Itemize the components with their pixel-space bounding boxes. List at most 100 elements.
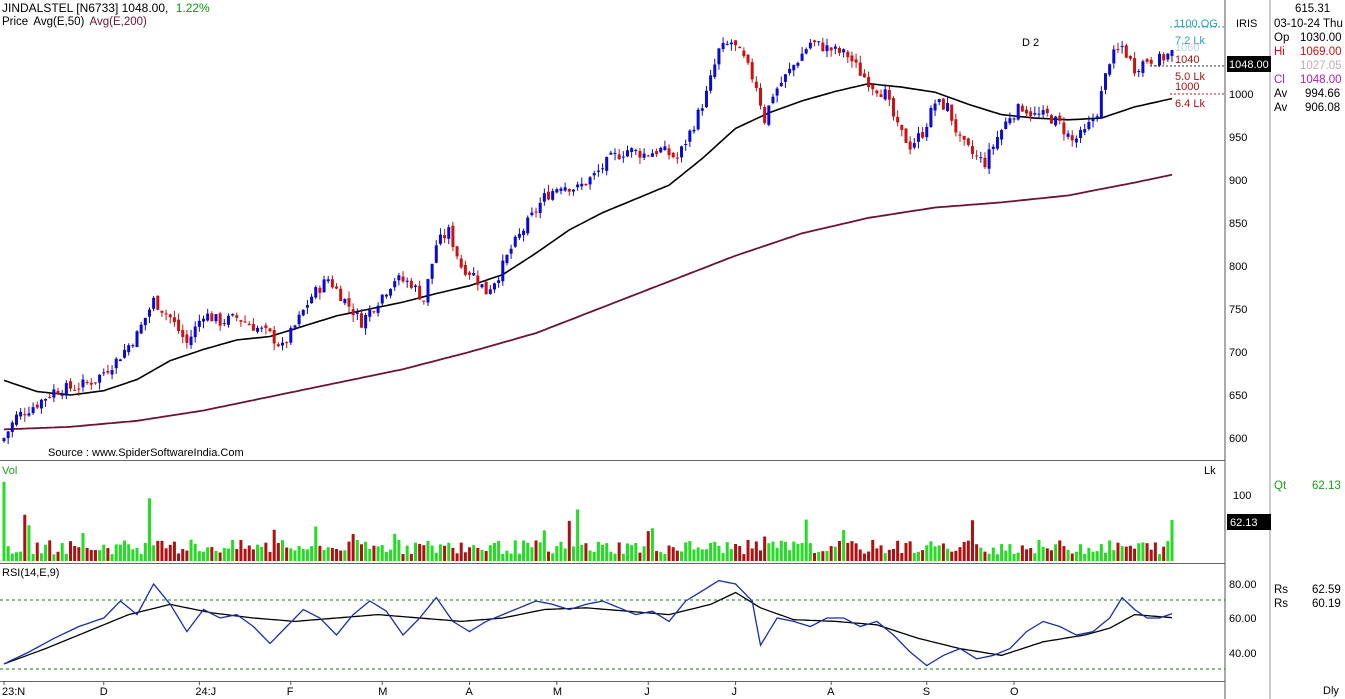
candle-body bbox=[709, 75, 713, 91]
volume-bar bbox=[297, 545, 301, 561]
avg2-label: Av bbox=[1274, 102, 1288, 114]
avg2-value: 906.08 bbox=[1305, 102, 1341, 114]
candle-body bbox=[389, 288, 393, 296]
candle-body bbox=[1004, 121, 1008, 129]
candle-body bbox=[1133, 58, 1137, 74]
volume-bar bbox=[700, 549, 704, 561]
candle-body bbox=[135, 331, 139, 348]
volume-bar bbox=[925, 545, 929, 561]
candle-body bbox=[825, 45, 829, 52]
volume-bar bbox=[538, 542, 542, 561]
rs2-label: Rs bbox=[1274, 598, 1289, 610]
x-tick-label: M bbox=[553, 686, 562, 698]
candle-body bbox=[459, 258, 463, 268]
volume-bar bbox=[1029, 548, 1033, 561]
candle-body bbox=[106, 370, 110, 373]
candle-body bbox=[634, 150, 638, 152]
x-tick-label: 24:J bbox=[195, 686, 216, 698]
volume-bar bbox=[526, 542, 530, 561]
qty-value: 62.13 bbox=[1312, 480, 1341, 492]
volume-bar bbox=[517, 553, 521, 561]
candle-body bbox=[1162, 54, 1166, 61]
volume-bar bbox=[164, 548, 168, 561]
volume-bar bbox=[222, 548, 226, 561]
volume-bar bbox=[314, 526, 318, 561]
volume-bar bbox=[746, 539, 750, 561]
rsi-tick-80: 80.00 bbox=[1229, 579, 1257, 591]
volume-bar bbox=[189, 539, 193, 561]
volume-bar bbox=[73, 545, 77, 561]
candle-body bbox=[937, 99, 941, 103]
candle-body bbox=[168, 314, 172, 318]
candle-body bbox=[646, 155, 650, 157]
x-tick-label: M bbox=[378, 686, 387, 698]
volume-bar bbox=[251, 549, 255, 561]
candle-body bbox=[650, 153, 654, 157]
volume-bar bbox=[434, 552, 438, 561]
high-label: Hi bbox=[1274, 46, 1285, 58]
volume-bar bbox=[443, 545, 447, 561]
candle-body bbox=[247, 323, 251, 326]
candle-body bbox=[397, 275, 401, 281]
volume-bar bbox=[846, 543, 850, 561]
volume-bar bbox=[592, 552, 596, 561]
overlay-5-0-lk: 5.0 Lk bbox=[1175, 71, 1205, 83]
candlesticks bbox=[2, 37, 1174, 445]
candle-body bbox=[314, 287, 318, 298]
candle-body bbox=[235, 315, 239, 318]
open-value: 1030.00 bbox=[1300, 32, 1342, 44]
info-avg2-row: Av 906.08 bbox=[1274, 102, 1340, 114]
volume-bar bbox=[688, 541, 692, 561]
candle-body bbox=[185, 334, 189, 343]
volume-bars bbox=[2, 481, 1174, 561]
volume-bar bbox=[883, 553, 887, 561]
candle-body bbox=[492, 283, 496, 290]
volume-bar bbox=[468, 547, 472, 561]
candle-body bbox=[630, 148, 634, 152]
candle-body bbox=[1095, 116, 1099, 118]
volume-bar bbox=[139, 553, 143, 561]
candle-body bbox=[1158, 53, 1162, 66]
candle-body bbox=[896, 116, 900, 123]
candle-body bbox=[2, 438, 6, 442]
volume-bar bbox=[646, 531, 650, 561]
volume-bar bbox=[625, 543, 629, 561]
volume-tick-100: 100 bbox=[1233, 490, 1251, 502]
candle-body bbox=[829, 47, 833, 51]
candle-body bbox=[476, 275, 480, 285]
volume-bar bbox=[14, 552, 18, 561]
candle-body bbox=[671, 153, 675, 158]
candle-body bbox=[1116, 49, 1120, 51]
candle-body bbox=[35, 404, 39, 408]
candle-body bbox=[268, 328, 272, 332]
candle-body bbox=[958, 134, 962, 136]
volume-bar bbox=[750, 548, 754, 561]
volume-bar bbox=[27, 525, 31, 561]
candle-body bbox=[372, 311, 376, 313]
volume-bar bbox=[127, 544, 131, 561]
candle-body bbox=[1054, 116, 1058, 126]
candle-body bbox=[19, 411, 23, 417]
current-price-box bbox=[1227, 56, 1271, 72]
candle-body bbox=[530, 212, 534, 216]
candle-body bbox=[522, 230, 526, 236]
periodicity-label: Dly bbox=[1323, 685, 1339, 697]
volume-bar bbox=[829, 546, 833, 561]
volume-bar bbox=[680, 551, 684, 561]
candle-body bbox=[280, 342, 284, 346]
candle-body bbox=[401, 276, 405, 282]
volume-bar bbox=[642, 546, 646, 561]
volume-bar bbox=[147, 498, 151, 561]
volume-bar bbox=[650, 528, 654, 561]
candle-body bbox=[625, 150, 629, 157]
candle-body bbox=[796, 62, 800, 66]
volume-bar bbox=[343, 550, 347, 561]
candle-body bbox=[754, 81, 758, 89]
volume-bar bbox=[48, 540, 52, 561]
candle-body bbox=[800, 53, 804, 61]
candle-body bbox=[123, 349, 127, 358]
candle-body bbox=[222, 323, 226, 325]
candle-body bbox=[567, 189, 571, 192]
volume-bar bbox=[534, 540, 538, 561]
